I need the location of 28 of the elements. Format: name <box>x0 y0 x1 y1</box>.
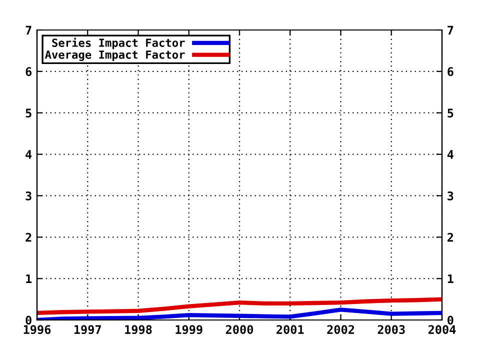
x-tick-label: 2003 <box>378 325 405 334</box>
x-tick-label: 1997 <box>74 325 101 334</box>
x-tick-label: 2004 <box>428 325 456 334</box>
line-series <box>37 297 442 316</box>
legend-label: Series Impact Factor <box>52 38 185 50</box>
x-tick-label: 2000 <box>226 325 254 334</box>
y2-tick-label: 7 <box>448 26 454 34</box>
y-tick-label: 1 <box>26 274 32 284</box>
y2-tick-label: 4 <box>447 150 454 159</box>
y2-tick-label: 0 <box>448 316 454 325</box>
x-tick-label: 1998 <box>125 325 152 334</box>
y-tick-label: 5 <box>26 108 32 118</box>
y2-tick-label: 2 <box>448 232 453 242</box>
y2-tick-label: 3 <box>448 191 454 200</box>
y2-tick-label: 6 <box>448 67 454 76</box>
x-tick-label: 1996 <box>24 325 51 334</box>
y2-tick-label: 5 <box>448 108 454 118</box>
x-tick-label: 2002 <box>327 325 354 334</box>
x-tick-label: 1999 <box>176 325 202 334</box>
x-tick-label: 2001 <box>276 325 304 334</box>
y-tick-label: 0 <box>26 316 32 325</box>
y-tick-label: 3 <box>26 191 32 200</box>
y-tick-label: 7 <box>26 26 32 34</box>
y-tick-label: 6 <box>26 67 32 76</box>
y2-tick-label: 1 <box>448 274 454 284</box>
y-tick-label: 2 <box>26 232 32 242</box>
y-tick-label: 4 <box>26 150 32 159</box>
legend-label: Average Impact Factor <box>44 50 185 61</box>
